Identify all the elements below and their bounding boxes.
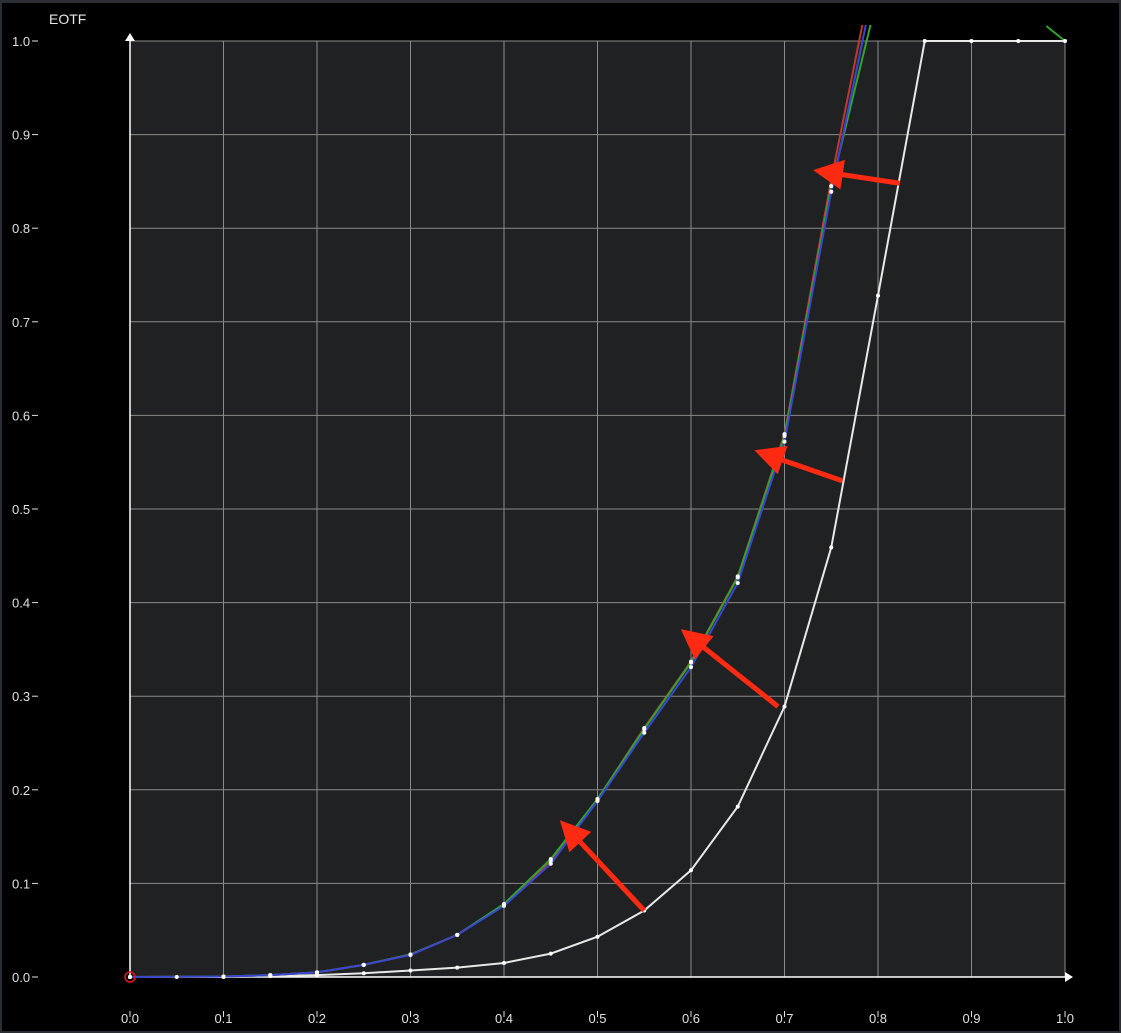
x-tick-label: 0.7: [775, 1011, 793, 1026]
data-point: [829, 189, 834, 194]
data-point: [174, 975, 179, 979]
y-tick-label: 0.0: [12, 970, 30, 985]
data-point: [735, 804, 740, 809]
x-tick-label: 0.8: [869, 1011, 887, 1026]
y-tick-label: 0.6: [12, 408, 30, 423]
data-point: [829, 184, 834, 189]
y-axis-label: EOTF: [49, 11, 87, 27]
data-point: [502, 960, 506, 965]
x-tick-label: 0.4: [495, 1011, 513, 1026]
data-point: [315, 973, 319, 978]
data-point: [548, 951, 553, 956]
y-tick-label: 0.5: [12, 502, 30, 517]
data-point: [689, 868, 693, 873]
x-tick-label: 0.6: [682, 1011, 700, 1026]
x-tick-label: 1.0: [1056, 1011, 1074, 1026]
data-point: [735, 580, 740, 585]
origin-marker: [124, 971, 136, 983]
data-point: [502, 903, 506, 908]
y-tick-label: 0.2: [12, 783, 30, 798]
y-tick-label: 0.7: [12, 315, 30, 330]
data-point: [361, 962, 366, 967]
series-line-4: [1045, 25, 1066, 42]
data-point: [922, 39, 927, 43]
data-point: [689, 665, 693, 670]
data-point: [315, 970, 319, 975]
data-point: [969, 39, 974, 43]
data-point: [782, 433, 787, 438]
x-tick-label: 0.5: [588, 1011, 606, 1026]
x-tick-label: 0.9: [962, 1011, 980, 1026]
data-point: [595, 934, 600, 939]
data-point: [595, 799, 600, 804]
y-tick-label: 0.1: [12, 876, 30, 891]
y-tick-label: 0.3: [12, 689, 30, 704]
x-tick-label: 0.3: [401, 1011, 419, 1026]
annotation-arrow: [754, 445, 844, 484]
data-point: [455, 932, 460, 937]
data-point: [1016, 39, 1021, 43]
data-point: [642, 730, 647, 735]
data-point: [268, 973, 273, 978]
data-point: [1063, 39, 1067, 43]
y-tick-label: 1.0: [12, 34, 30, 49]
x-tick-label: 0.1: [214, 1011, 232, 1026]
y-tick-label: 0.8: [12, 221, 30, 236]
x-axis-arrow-icon: [1065, 972, 1073, 982]
data-point: [128, 975, 132, 979]
data-point: [221, 974, 226, 979]
data-point: [408, 968, 413, 973]
eotf-chart: 0.0 0.1 0.2 0.3 0.4 0.5 0.6 0.7 0.8 0.9 1.0 0.0 0.1 0…: [12, 25, 1074, 1026]
data-point: [876, 293, 880, 298]
data-point: [642, 726, 647, 731]
x-tick-label: 0.2: [308, 1011, 326, 1026]
data-point: [829, 177, 834, 182]
data-point: [735, 575, 740, 580]
data-point: [548, 857, 553, 862]
data-point: [782, 439, 787, 444]
annotation-arrow: [813, 159, 900, 190]
x-tick-label: 0.0: [121, 1011, 139, 1026]
data-point: [548, 861, 553, 866]
data-point: [361, 971, 366, 976]
series-group: [128, 25, 1067, 979]
y-axis-arrow-icon: [125, 33, 135, 41]
data-point: [408, 953, 413, 958]
series-line-3: [129, 25, 867, 978]
annotation-arrow: [680, 629, 780, 709]
y-tick-label: 0.4: [12, 596, 30, 611]
data-point: [455, 965, 460, 970]
y-tick-label: 0.9: [12, 128, 30, 143]
data-point: [782, 704, 787, 709]
data-point: [829, 545, 834, 550]
annotation-arrow: [559, 820, 647, 913]
data-point: [689, 660, 693, 665]
